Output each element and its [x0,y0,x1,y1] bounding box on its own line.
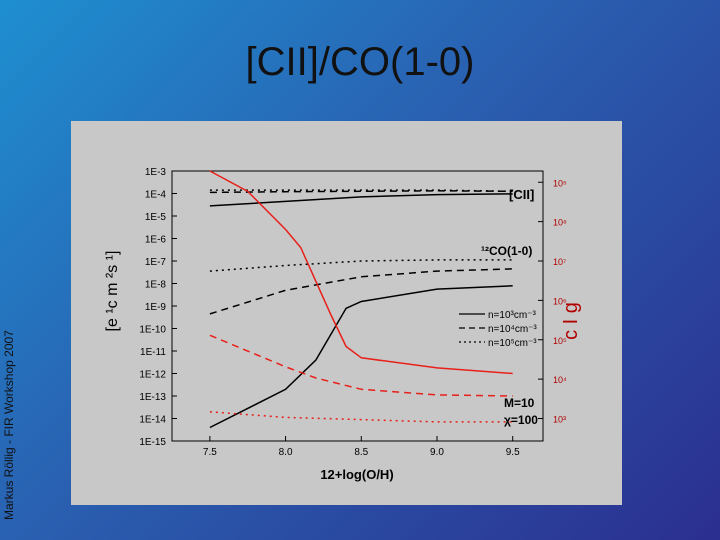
series-line-co-1-0--dashed [209,268,513,315]
y-left-tick-label: 1E-8 [145,280,167,291]
x-tick-label: 9.0 [430,447,444,458]
slide-title: [CII]/CO(1-0) [245,40,475,84]
y-right-tick-label: 10⁴ [553,375,567,385]
y-left-tick-label: 1E-4 [145,190,167,201]
y-left-tick-label: 1E-14 [139,415,166,426]
series-line-ratio-dotted [209,411,513,423]
legend: n=10³cm⁻³ n=10⁴cm⁻³ n=10⁵cm⁻³ [459,310,537,349]
legend-label-n3: n=10⁵cm⁻³ [488,338,537,349]
y-left-tick-label: 1E-15 [139,437,166,448]
legend-label-n2: n=10⁴cm⁻³ [488,324,537,335]
y-right-tick-label: 10³ [553,415,566,425]
y-left-tick-label: 1E-10 [139,325,166,336]
y-right-tick-label: 10⁸ [553,218,567,228]
y-left-tick-label: 1E-6 [145,235,167,246]
series-line-ratio-solid [209,170,513,375]
right-axis-label: c I g [560,302,582,340]
series-line-ratio-dashed [209,334,513,397]
annotation-co: ¹²CO(1-0) [481,244,532,258]
legend-label-n1: n=10³cm⁻³ [488,310,536,321]
x-tick-label: 8.0 [279,447,293,458]
y-right-tick-label: 10⁵ [553,178,567,188]
x-tick-label: 9.5 [506,447,520,458]
footer-credit: Markus Röllig - FIR Workshop 2007 [2,330,16,520]
y-right-tick-label: 10⁵ [553,336,567,346]
y-left-tick-label: 1E-13 [139,392,166,403]
y-left-tick-label: 1E-7 [145,257,167,268]
y-left-tick-label: 1E-12 [139,370,166,381]
series-line-co-1-0--dotted [209,259,513,272]
chart-svg: 1E-3 1E-4 1E-5 1E-6 1E-7 1E-8 1E-9 1E-10 1E-11 1E… [104,167,582,482]
chart-figure: 1E-3 1E-4 1E-5 1E-6 1E-7 1E-8 1E-9 1E-10 1E-11 1E… [71,121,622,505]
y-left-tick-label: 1E-5 [145,212,167,223]
annotation-chi: χ=100 [504,413,538,427]
x-axis-label: 12+log(O/H) [320,467,393,482]
series-line-co-1-0--solid [209,285,513,429]
x-tick-label: 7.5 [203,447,217,458]
series-line--cii--solid [209,193,513,207]
annotation-cii: [CII] [509,187,534,202]
y-left-tick-label: 1E-3 [145,167,167,178]
series-line--cii--dotted [209,189,513,193]
y-right-tick-label: 10⁶ [553,296,567,306]
y-right-tick-label: 10⁷ [553,257,566,267]
y-left-tick-label: 1E-9 [145,302,167,313]
plot-area [171,170,544,442]
y-left-tick-label: 1E-11 [140,347,166,358]
annotation-mass: M=10 [504,396,535,410]
left-axis-label: [e ¹c m ²s ¹] [104,251,121,332]
x-tick-label: 8.5 [354,447,368,458]
